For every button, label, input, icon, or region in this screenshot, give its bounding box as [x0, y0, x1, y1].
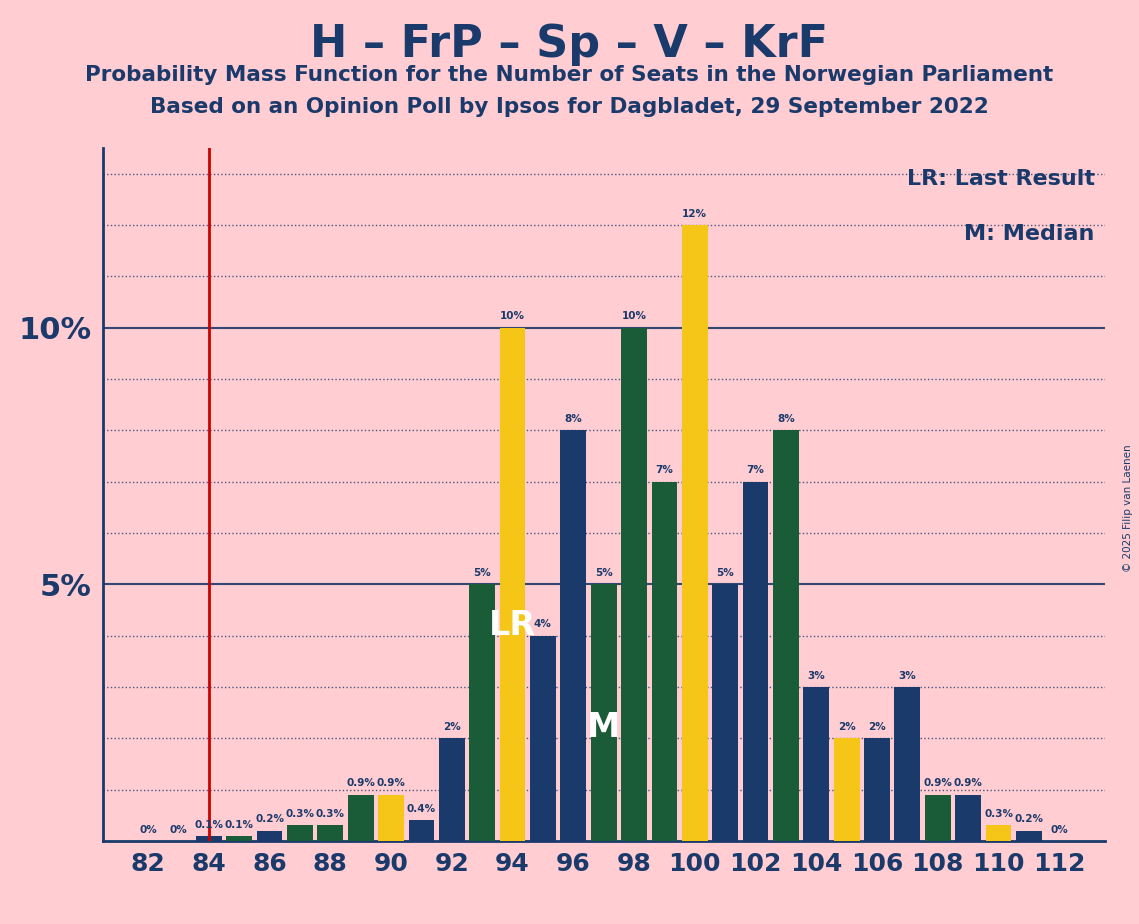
Bar: [894, 687, 920, 841]
Text: 8%: 8%: [777, 414, 795, 424]
Bar: [500, 327, 525, 841]
Bar: [1016, 831, 1042, 841]
Bar: [773, 431, 798, 841]
Text: 0.9%: 0.9%: [924, 779, 952, 788]
Bar: [196, 835, 222, 841]
Text: 4%: 4%: [534, 619, 552, 629]
Text: LR: Last Result: LR: Last Result: [907, 168, 1095, 188]
Bar: [560, 431, 587, 841]
Text: 0.2%: 0.2%: [255, 814, 284, 824]
Bar: [439, 738, 465, 841]
Bar: [256, 831, 282, 841]
Text: 0.1%: 0.1%: [224, 820, 254, 830]
Bar: [682, 225, 707, 841]
Bar: [925, 795, 951, 841]
Text: 0%: 0%: [170, 825, 187, 834]
Bar: [985, 825, 1011, 841]
Bar: [621, 327, 647, 841]
Bar: [318, 825, 343, 841]
Bar: [865, 738, 890, 841]
Text: 0.9%: 0.9%: [346, 779, 375, 788]
Text: 12%: 12%: [682, 209, 707, 219]
Bar: [743, 481, 769, 841]
Text: M: Median: M: Median: [965, 225, 1095, 244]
Text: H – FrP – Sp – V – KrF: H – FrP – Sp – V – KrF: [311, 23, 828, 67]
Text: 5%: 5%: [595, 568, 613, 578]
Text: 10%: 10%: [622, 311, 647, 322]
Text: 0%: 0%: [1050, 825, 1068, 834]
Text: M: M: [587, 711, 621, 745]
Text: 0.1%: 0.1%: [195, 820, 223, 830]
Text: 2%: 2%: [443, 722, 460, 732]
Text: LR: LR: [489, 609, 536, 642]
Bar: [530, 636, 556, 841]
Bar: [834, 738, 860, 841]
Text: 0.3%: 0.3%: [286, 809, 314, 820]
Bar: [712, 584, 738, 841]
Bar: [652, 481, 678, 841]
Text: 10%: 10%: [500, 311, 525, 322]
Text: © 2025 Filip van Laenen: © 2025 Filip van Laenen: [1123, 444, 1133, 572]
Text: Probability Mass Function for the Number of Seats in the Norwegian Parliament: Probability Mass Function for the Number…: [85, 65, 1054, 85]
Bar: [347, 795, 374, 841]
Bar: [591, 584, 616, 841]
Text: 5%: 5%: [716, 568, 734, 578]
Text: 0%: 0%: [139, 825, 157, 834]
Bar: [956, 795, 981, 841]
Text: 3%: 3%: [899, 671, 916, 681]
Text: 2%: 2%: [868, 722, 886, 732]
Text: 0.9%: 0.9%: [953, 779, 983, 788]
Text: 2%: 2%: [838, 722, 855, 732]
Bar: [378, 795, 404, 841]
Text: 7%: 7%: [655, 466, 673, 475]
Text: 3%: 3%: [808, 671, 825, 681]
Text: Based on an Opinion Poll by Ipsos for Dagbladet, 29 September 2022: Based on an Opinion Poll by Ipsos for Da…: [150, 97, 989, 117]
Text: 0.9%: 0.9%: [377, 779, 405, 788]
Text: 0.3%: 0.3%: [984, 809, 1013, 820]
Bar: [287, 825, 313, 841]
Bar: [469, 584, 495, 841]
Text: 0.4%: 0.4%: [407, 804, 436, 814]
Bar: [227, 835, 252, 841]
Text: 8%: 8%: [565, 414, 582, 424]
Text: 0.3%: 0.3%: [316, 809, 345, 820]
Text: 7%: 7%: [746, 466, 764, 475]
Text: 0.2%: 0.2%: [1015, 814, 1043, 824]
Text: 5%: 5%: [474, 568, 491, 578]
Bar: [803, 687, 829, 841]
Bar: [409, 821, 434, 841]
